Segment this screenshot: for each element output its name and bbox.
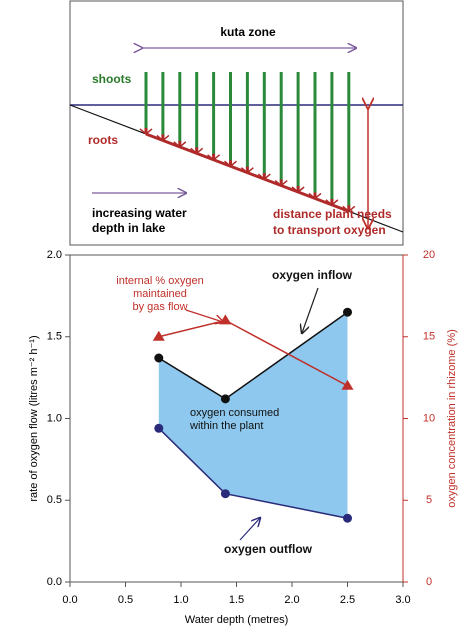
annotation: oxygen outflow	[224, 542, 313, 556]
x-tick-label: 2.5	[340, 594, 355, 606]
x-tick-label: 0.0	[62, 594, 77, 606]
y2-tick-label: 10	[423, 412, 435, 424]
annotation: oxygen consumed	[190, 407, 279, 419]
x-tick-label: 1.0	[173, 594, 188, 606]
chart: 0.0 0.5 1.0 1.5 2.0 2.5 3.0 0.0 0.5 1.0 1.5 2.0 0 5 10…	[28, 249, 458, 626]
inflow-arrow	[302, 288, 318, 333]
y-axis-label: rate of oxygen flow (litres m⁻² h⁻¹)	[28, 335, 40, 501]
figure: kuta zone shoots roots increasing water …	[0, 0, 462, 632]
y2-axis-label: oxygen concentration in rhizome (%)	[446, 329, 458, 508]
x-tick-label: 2.0	[284, 594, 299, 606]
outflow-arrow	[240, 518, 260, 540]
marker	[343, 308, 352, 317]
diagram: kuta zone shoots roots increasing water …	[70, 1, 403, 245]
distance-label: to transport oxygen	[273, 223, 386, 237]
distance-label: distance plant needs	[273, 207, 392, 221]
depth-label: depth in lake	[92, 221, 166, 235]
marker	[154, 354, 163, 363]
y-tick-label: 2.0	[47, 249, 62, 261]
depth-label: increasing water	[92, 206, 187, 220]
annotation: maintained	[133, 288, 187, 300]
y-tick-label: 0.5	[47, 494, 62, 506]
marker	[343, 514, 352, 523]
y-tick-label: 1.0	[47, 412, 62, 424]
internal-arrow	[186, 310, 223, 322]
x-tick-label: 3.0	[395, 594, 410, 606]
annotation: oxygen inflow	[272, 268, 353, 282]
x-tick-label: 0.5	[118, 594, 133, 606]
y-tick-label: 1.5	[47, 331, 62, 343]
annotation: within the plant	[189, 420, 263, 432]
kuta-label: kuta zone	[220, 25, 276, 39]
y2-tick-label: 20	[423, 249, 435, 261]
y2-tick-label: 15	[423, 331, 435, 343]
marker	[221, 489, 230, 498]
y-tick-label: 0.0	[47, 576, 62, 588]
annotation: by gas flow	[132, 301, 187, 313]
x-axis-label: Water depth (metres)	[185, 614, 289, 626]
marker	[221, 394, 230, 403]
roots-label: roots	[88, 133, 118, 147]
y2-tick-label: 0	[426, 576, 432, 588]
shoots-label: shoots	[92, 72, 132, 86]
annotation: internal % oxygen	[116, 275, 203, 287]
y2-tick-label: 5	[426, 494, 432, 506]
marker	[219, 314, 231, 324]
marker	[154, 424, 163, 433]
x-tick-label: 1.5	[229, 594, 244, 606]
